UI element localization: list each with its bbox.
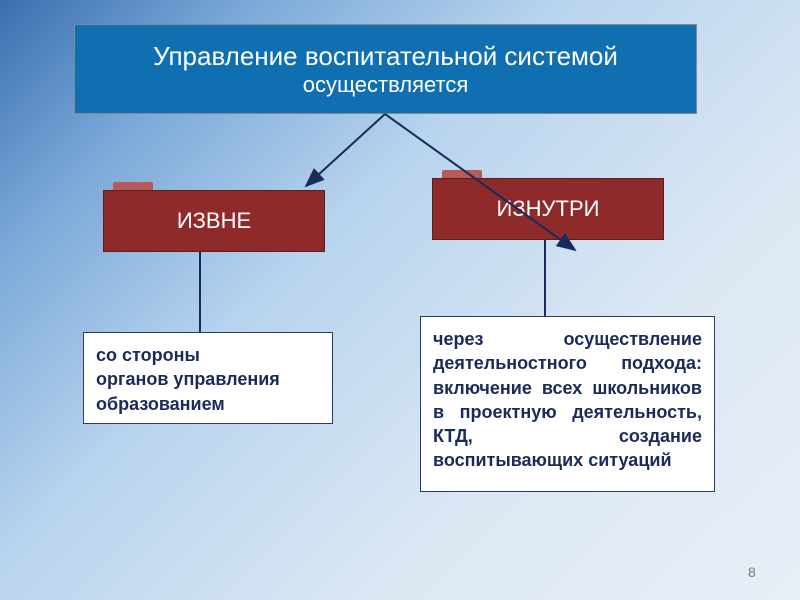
right-branch-label: ИЗНУТРИ — [497, 196, 600, 222]
header-subtitle: осуществляется — [303, 72, 469, 98]
header-box: Управление воспитательной системой осуще… — [74, 24, 697, 114]
header-title: Управление воспитательной системой — [153, 41, 618, 72]
right-tab — [442, 170, 482, 178]
left-desc-text: со стороныорганов управления образование… — [96, 345, 280, 414]
right-desc-box: через осуществление деятельностного подх… — [420, 316, 715, 492]
left-branch-box: ИЗВНЕ — [103, 190, 325, 252]
left-branch-label: ИЗВНЕ — [177, 208, 251, 234]
diagram-content: Управление воспитательной системой осуще… — [0, 0, 800, 600]
left-desc-box: со стороныорганов управления образование… — [83, 332, 333, 424]
left-tab — [113, 182, 153, 190]
right-desc-text: через осуществление деятельностного подх… — [433, 329, 702, 470]
right-branch-box: ИЗНУТРИ — [432, 178, 664, 240]
page-number: 8 — [748, 564, 756, 580]
